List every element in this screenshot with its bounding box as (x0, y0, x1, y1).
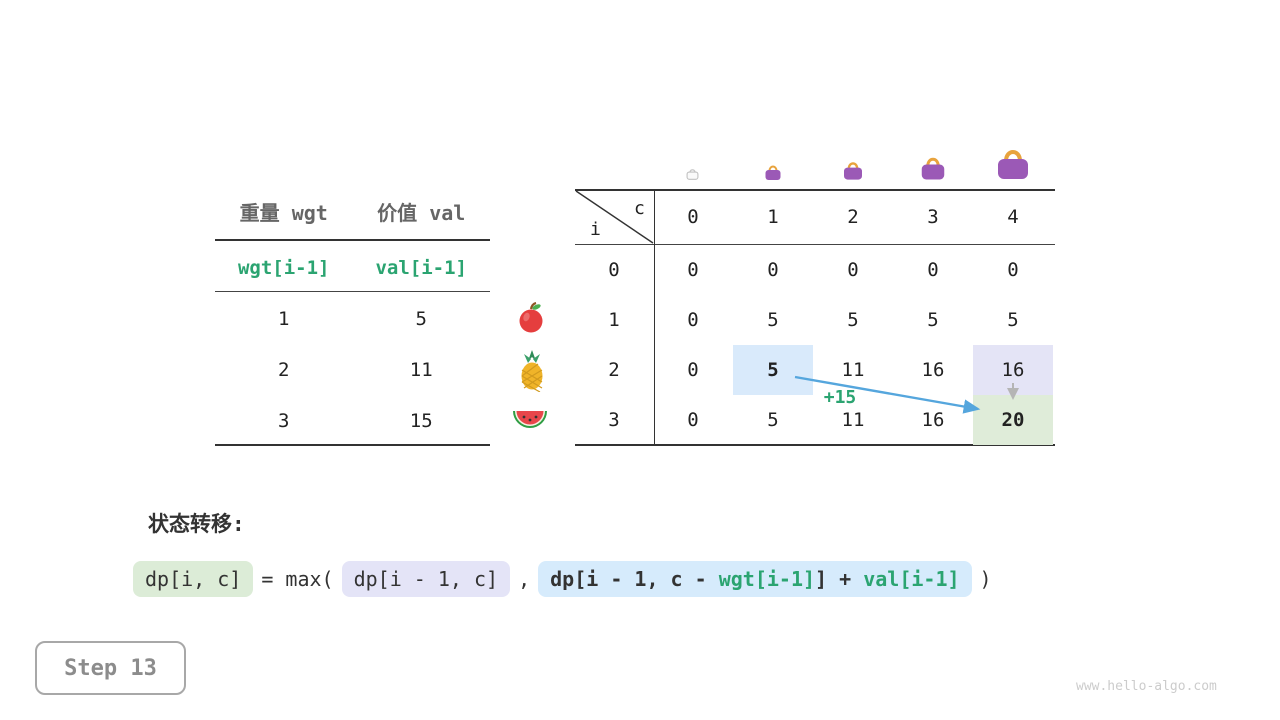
item-val-3: 15 (409, 410, 433, 432)
item-table-formula-val: val[i-1] (375, 257, 467, 279)
item-val-1: 5 (415, 308, 427, 330)
formula-option2-prefix: dp[i - 1, c - (550, 567, 719, 591)
dp-cell-0-2: 0 (847, 259, 859, 281)
bag-capacity-1-icon (763, 163, 783, 181)
dp-col-header-2: 2 (847, 206, 859, 228)
item-table-formula-wgt: wgt[i-1] (237, 257, 330, 279)
dp-cell-0-1: 0 (767, 259, 779, 281)
formula-closing: ) (979, 567, 992, 591)
dp-cell-2-4-highlighted: 16 (973, 345, 1053, 395)
dp-cell-1-1: 5 (767, 309, 779, 331)
formula-lhs-chip: dp[i, c] (133, 561, 254, 597)
dp-cell-1-3: 5 (927, 309, 939, 331)
dp-corner-row-label: i (590, 219, 601, 240)
formula-separator: , (518, 567, 531, 591)
item-table-sub-rule (215, 291, 490, 292)
item-table-formula-row: wgt[i-1] val[i-1] (215, 254, 490, 282)
formula-section-title: 状态转移: (148, 512, 245, 536)
item-wgt-3: 3 (278, 410, 290, 432)
item-wgt-1: 1 (278, 308, 290, 330)
item-table-header-wgt: 重量 wgt (239, 200, 328, 225)
item-table-header-val: 价值 val (377, 200, 466, 225)
dp-row-header-1: 1 (608, 309, 620, 331)
dp-row-header-3: 3 (608, 409, 620, 431)
dp-table-bottom-rule (575, 444, 1055, 446)
transition-add-value: +15 (823, 387, 857, 408)
dp-cell-3-4-highlighted: 20 (973, 395, 1053, 445)
formula-option1-chip: dp[i - 1, c] (341, 561, 511, 597)
dp-cell-3-2: 11 (841, 409, 865, 431)
watermark: www.hello-algo.com (1076, 679, 1217, 694)
apple-icon (515, 302, 547, 334)
dp-col-header-4: 4 (1007, 206, 1019, 228)
dp-cell-3-0: 0 (687, 409, 699, 431)
dp-cell-1-2: 5 (847, 309, 859, 331)
dp-row-header-2: 2 (608, 359, 620, 381)
dp-cell-2-2: 11 (841, 359, 865, 381)
item-val-2: 11 (409, 359, 433, 381)
item-table-bottom-rule (215, 444, 490, 446)
dp-col-header-1: 1 (767, 206, 779, 228)
dp-cell-2-1-highlighted: 5 (733, 345, 813, 395)
dp-cell-1-0: 0 (687, 309, 699, 331)
bag-capacity-2-icon (841, 159, 865, 181)
bag-capacity-3-icon (918, 154, 948, 181)
step-badge: Step 13 (35, 641, 186, 695)
dp-cell-0-0: 0 (687, 259, 699, 281)
dp-cell-3-3: 16 (921, 409, 945, 431)
dp-cell-2-0: 0 (687, 359, 699, 381)
item-row-watermelon: 3 15 (215, 407, 490, 435)
item-table-header-row: 重量 wgt 价值 val (215, 197, 490, 225)
bag-capacity-4-icon (993, 145, 1033, 181)
state-transition-formula: dp[i, c] = max( dp[i - 1, c] , dp[i - 1,… (133, 561, 992, 597)
watermelon-icon (512, 406, 548, 430)
formula-option2-val: val[i-1] (863, 567, 960, 591)
dp-corner-col-label: c (634, 198, 645, 219)
dp-cell-3-1: 5 (767, 409, 779, 431)
dp-cell-0-4: 0 (1007, 259, 1019, 281)
dp-table-vertical-rule (654, 189, 655, 446)
item-row-pineapple: 2 11 (215, 356, 490, 384)
formula-option2-chip: dp[i - 1, c - wgt[i-1]] + val[i-1] (538, 561, 972, 597)
formula-operator: = max( (261, 567, 334, 591)
item-table-header-rule (215, 239, 490, 241)
dp-table-top-rule (575, 189, 1055, 191)
dp-cell-0-3: 0 (927, 259, 939, 281)
bag-capacity-0-icon (685, 167, 700, 180)
pineapple-icon (516, 350, 548, 392)
item-wgt-2: 2 (278, 359, 290, 381)
dp-col-header-0: 0 (687, 206, 699, 228)
dp-row-header-0: 0 (608, 259, 620, 281)
dp-col-header-3: 3 (927, 206, 939, 228)
formula-option2-mid: ] + (815, 567, 864, 591)
item-row-apple: 1 5 (215, 305, 490, 333)
formula-option2-wgt: wgt[i-1] (718, 567, 816, 591)
dp-cell-2-3: 16 (921, 359, 945, 381)
dp-cell-1-4: 5 (1007, 309, 1019, 331)
dp-table-header-rule (575, 244, 1055, 245)
